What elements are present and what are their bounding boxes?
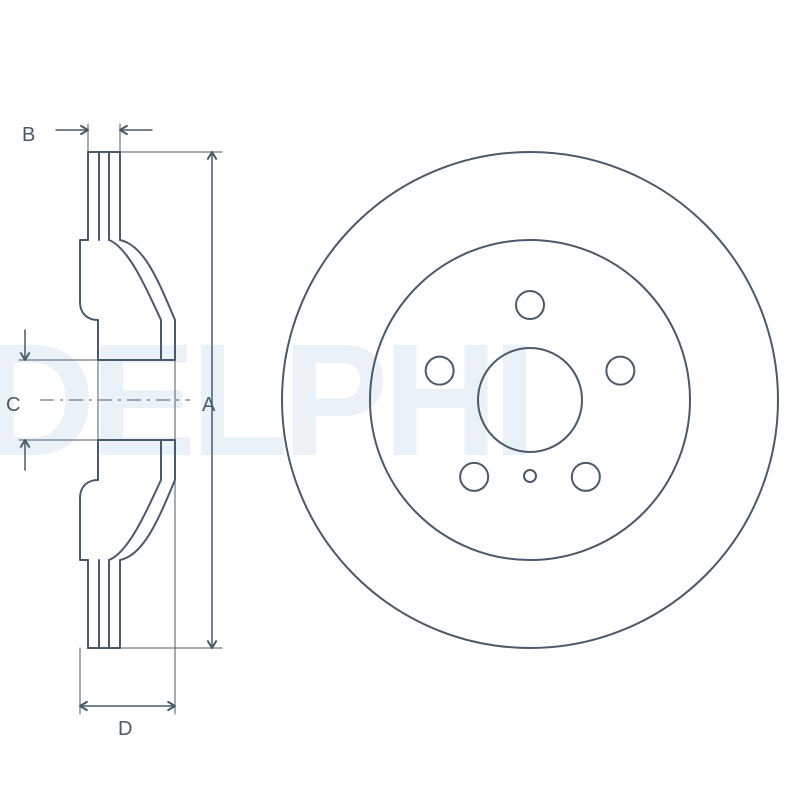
technical-drawing bbox=[0, 0, 800, 800]
dimension-label-c: C bbox=[6, 394, 20, 417]
dimension-label-d: D bbox=[118, 718, 132, 741]
dimension-label-b: B bbox=[22, 124, 35, 147]
dimension-label-a: A bbox=[202, 394, 215, 417]
